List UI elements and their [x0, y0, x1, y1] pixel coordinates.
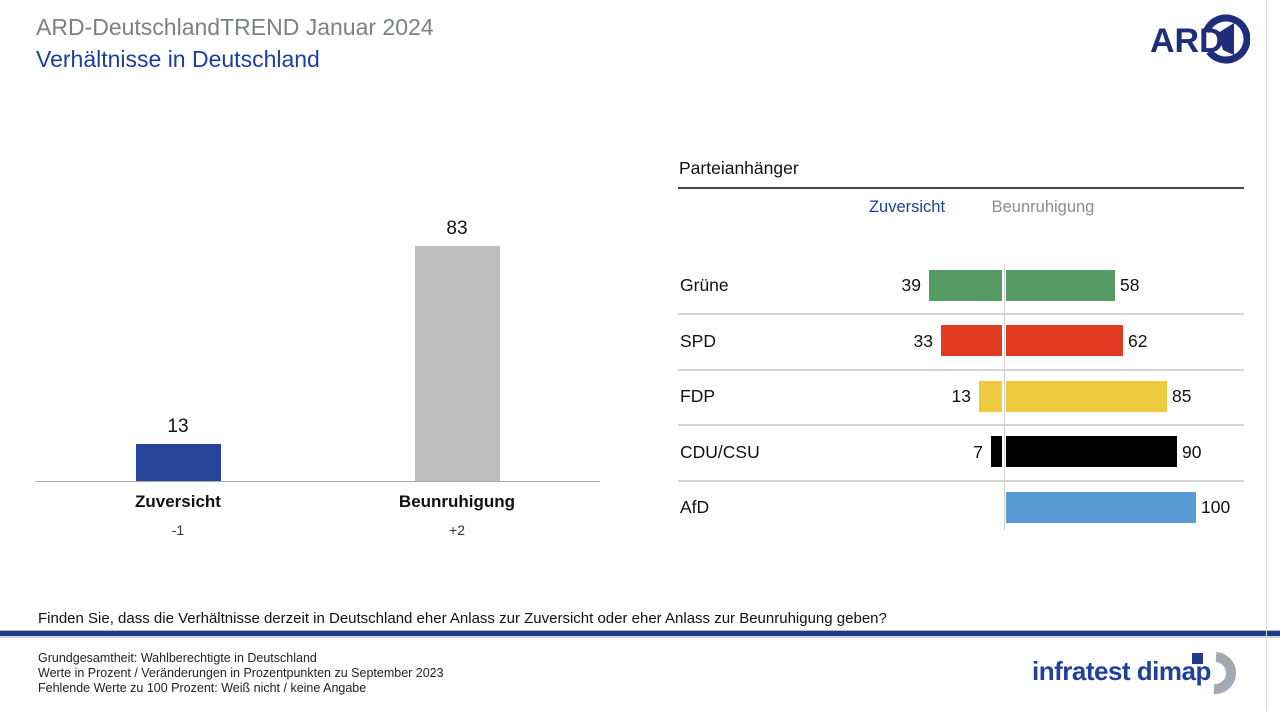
- footnote-line: Grundgesamtheit: Wahlberechtigte in Deut…: [38, 651, 317, 665]
- slide-right-border: [1266, 0, 1267, 711]
- ard-logo: ARD: [1150, 8, 1251, 70]
- party-bar-right: [1006, 269, 1115, 301]
- party-bar-left: [991, 436, 1002, 467]
- survey-title: ARD-DeutschlandTREND Januar 2024: [36, 14, 434, 40]
- party-bar-left: [941, 325, 1002, 356]
- survey-question: Finden Sie, dass die Verhältnisse derzei…: [38, 610, 887, 627]
- footnote-line: Werte in Prozent / Veränderungen in Proz…: [38, 666, 444, 680]
- party-value-zuversicht: 39: [901, 275, 921, 295]
- column-header-beunruhigung: Beunruhigung: [991, 198, 1095, 216]
- party-label-spd: SPD: [680, 330, 716, 351]
- overall-chart: 13 Zuversicht -1 83 Beunruhigung +2: [35, 205, 605, 550]
- overall-bar-zuversicht: [135, 444, 221, 481]
- party-value-zuversicht: 13: [951, 386, 971, 406]
- party-value-beunruhigung: 62: [1128, 330, 1148, 351]
- party-label-cdu-csu: CDU/CSU: [680, 441, 760, 462]
- column-header-zuversicht: Zuversicht: [868, 198, 946, 216]
- party-value-beunruhigung: 58: [1120, 275, 1140, 295]
- row-separator: [678, 424, 1244, 426]
- x-axis-line: [35, 481, 600, 482]
- party-value-beunruhigung: 85: [1172, 386, 1192, 406]
- party-value-zuversicht: 7: [973, 441, 983, 462]
- overall-bar-label: Beunruhigung: [398, 492, 516, 511]
- ard-logo-circle-icon: [1201, 14, 1251, 64]
- party-table: Parteianhänger Zuversicht Beunruhigung G…: [678, 152, 1244, 552]
- party-bar-left: [979, 380, 1002, 412]
- footnotes: Grundgesamtheit: Wahlberechtigte in Deut…: [38, 651, 444, 696]
- infratest-dimap-logo: infratest dimap: [1032, 650, 1244, 696]
- party-label-gr-ne: Grüne: [680, 275, 729, 295]
- party-label-afd: AfD: [680, 497, 710, 517]
- bottom-divider: [0, 630, 1280, 638]
- row-separator: [678, 479, 1244, 482]
- overall-bar-change: -1: [171, 522, 185, 538]
- party-bar-left: [929, 269, 1002, 301]
- party-label-fdp: FDP: [680, 386, 715, 406]
- ard-logo-one-icon: [1218, 23, 1234, 55]
- party-table-title: Parteianhänger: [679, 158, 799, 178]
- overall-bar-beunruhigung: [414, 246, 500, 481]
- infratest-dimap-mark-icon: [1192, 652, 1236, 694]
- party-value-beunruhigung: 100: [1201, 497, 1231, 517]
- party-table-header-rule: [678, 187, 1244, 189]
- overall-bar-value: 13: [167, 416, 189, 437]
- page-title: Verhältnisse in Deutschland: [36, 46, 320, 72]
- party-bar-right: [1006, 380, 1167, 412]
- center-axis-line: [1004, 264, 1005, 530]
- row-separator: [678, 313, 1244, 315]
- party-bar-right: [1006, 325, 1123, 356]
- overall-bar-change: +2: [449, 522, 465, 538]
- row-separator: [678, 368, 1244, 371]
- overall-bar-label: Zuversicht: [135, 492, 221, 511]
- overall-bar-value: 83: [446, 218, 468, 239]
- footnote-line: Fehlende Werte zu 100 Prozent: Weiß nich…: [38, 681, 367, 695]
- party-bar-right: [1006, 491, 1196, 523]
- infratest-dimap-logo-text: infratest dimap: [1032, 656, 1211, 686]
- party-value-zuversicht: 33: [913, 330, 933, 351]
- party-value-beunruhigung: 90: [1182, 441, 1202, 462]
- party-bar-right: [1006, 436, 1177, 467]
